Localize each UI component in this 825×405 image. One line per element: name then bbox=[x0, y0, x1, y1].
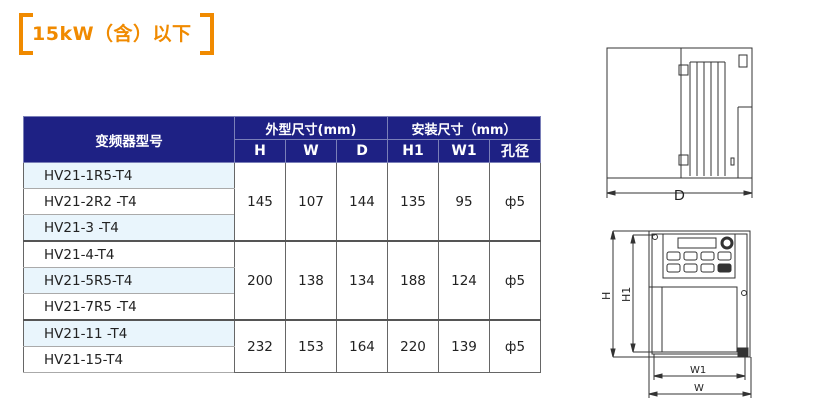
model-cell: HV21-15-T4 bbox=[23, 346, 235, 373]
model-header: 变频器型号 bbox=[23, 116, 235, 163]
right-bracket bbox=[200, 13, 214, 55]
col-hole: 孔径 bbox=[489, 139, 541, 163]
side-view-drawing bbox=[606, 47, 753, 198]
h-label: H bbox=[600, 292, 613, 300]
dimension-table: 变频器型号 外型尺寸(mm) 安装尺寸（mm） H W D H1 W1 孔径 H… bbox=[23, 116, 541, 373]
left-bracket bbox=[19, 13, 33, 55]
value-hole: ф5 bbox=[489, 240, 541, 321]
table-row: HV21-5R5-T4 bbox=[23, 267, 541, 294]
value-d: 164 bbox=[336, 319, 388, 373]
value-hole: ф5 bbox=[489, 319, 541, 373]
value-w1: 139 bbox=[438, 319, 490, 373]
model-cell: HV21-5R5-T4 bbox=[23, 267, 235, 294]
value-w: 138 bbox=[285, 240, 337, 321]
value-w: 107 bbox=[285, 162, 337, 242]
model-cell: HV21-2R2 -T4 bbox=[23, 188, 235, 215]
value-w: 153 bbox=[285, 319, 337, 373]
model-cell: HV21-3 -T4 bbox=[23, 214, 235, 242]
value-d: 144 bbox=[336, 162, 388, 242]
col-d: D bbox=[336, 139, 388, 163]
w1-label: W1 bbox=[690, 365, 706, 376]
front-view-drawing bbox=[610, 230, 752, 398]
col-w: W bbox=[285, 139, 337, 163]
outline-dim-header: 外型尺寸(mm) bbox=[234, 116, 388, 140]
value-w1: 124 bbox=[438, 240, 490, 321]
w-label: W bbox=[694, 383, 704, 394]
d-label: D bbox=[674, 187, 685, 204]
h1-label: H1 bbox=[620, 287, 633, 302]
table-row: HV21-3 -T4 bbox=[23, 214, 541, 242]
heading-text: 15kW（含）以下 bbox=[32, 23, 192, 45]
keypad-panel bbox=[662, 233, 736, 279]
value-h1: 135 bbox=[387, 162, 439, 242]
heat-sink-fins bbox=[689, 61, 726, 176]
table-row: HV21-1R5-T4 145 107 144 135 95 ф5 bbox=[23, 162, 541, 242]
value-h1: 220 bbox=[387, 319, 439, 373]
table-row: HV21-2R2 -T4 bbox=[23, 188, 541, 215]
value-h: 145 bbox=[234, 162, 286, 242]
model-cell: HV21-11 -T4 bbox=[23, 319, 235, 347]
table-row: HV21-4-T4 200 138 134 188 124 ф5 bbox=[23, 240, 541, 321]
col-w1: W1 bbox=[438, 139, 490, 163]
value-d: 134 bbox=[336, 240, 388, 321]
model-cell: HV21-4-T4 bbox=[23, 240, 235, 268]
value-w1: 95 bbox=[438, 162, 490, 242]
model-cell: HV21-1R5-T4 bbox=[23, 162, 235, 189]
value-h: 232 bbox=[234, 319, 286, 373]
value-hole: ф5 bbox=[489, 162, 541, 242]
section-heading: 15kW（含）以下 bbox=[19, 13, 214, 55]
table-row: HV21-11 -T4 232 153 164 220 139 ф5 bbox=[23, 319, 541, 373]
table-row: HV21-15-T4 bbox=[23, 346, 541, 373]
value-h1: 188 bbox=[387, 240, 439, 321]
